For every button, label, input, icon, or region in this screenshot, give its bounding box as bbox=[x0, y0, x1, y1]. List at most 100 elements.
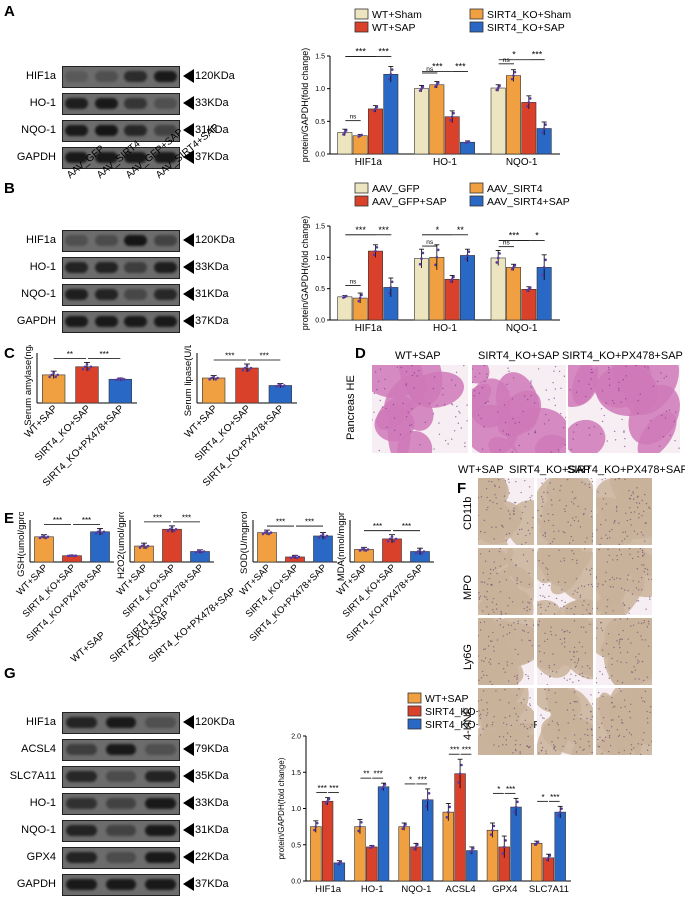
chart-C2-point-0-4 bbox=[216, 376, 219, 380]
western-blot-g: WT+SAP SIRT4_KO+SAP SIRT4_KO+PX478+SAP HIF1… bbox=[0, 586, 280, 902]
chart-B-ytick-label-3: 1.5 bbox=[315, 224, 325, 231]
chart-A-legend-swatch-2 bbox=[354, 21, 369, 33]
chart-G-bar-5-2 bbox=[554, 811, 566, 882]
blot-a-band-3-3 bbox=[153, 152, 177, 163]
blot-g-kda-2: 35KDa bbox=[183, 769, 229, 783]
chart-A-point-2-2-2 bbox=[528, 97, 532, 100]
chart-G-sig-label-0-0: *** bbox=[318, 784, 327, 793]
chart-E2-point-0-0 bbox=[138, 546, 142, 549]
histology-f-row-label-2: Ly6G bbox=[462, 644, 474, 670]
panel-label-b: B bbox=[4, 180, 15, 197]
chart-E3-point-2-4 bbox=[325, 534, 329, 538]
chart-E1-point-0-0 bbox=[38, 536, 42, 540]
blot-a-band-2-2 bbox=[124, 125, 148, 136]
chart-B-ylabel: protein/GAPDH(fold change) bbox=[300, 216, 310, 331]
chart-C2-point-2-0 bbox=[275, 385, 278, 388]
blot-g-row-label-5: GPX4 bbox=[26, 851, 56, 863]
chart-C1-point-1-0 bbox=[81, 367, 85, 371]
chart-G-point-5-2-1 bbox=[558, 810, 562, 814]
blot-a-blot-strip-0 bbox=[62, 66, 180, 88]
blot-g-blot-strip-6 bbox=[62, 874, 180, 896]
histology-f-row-label-0: CD11b bbox=[462, 496, 474, 530]
blot-b-band-2-1 bbox=[94, 289, 118, 300]
chart-G-point-0-0-2 bbox=[315, 821, 319, 825]
chart-A-point-1-1-0 bbox=[434, 85, 437, 89]
blot-b-blot-strip-3 bbox=[62, 311, 180, 333]
chart-G-bar-1-2 bbox=[377, 786, 390, 882]
chart-E1-point-1-3 bbox=[72, 554, 76, 558]
blot-g-kda-0: 120KDa bbox=[183, 715, 235, 729]
chart-B-point-2-3-2 bbox=[544, 258, 547, 262]
chart-E4-sig-label-1: *** bbox=[402, 522, 411, 531]
chart-A-point-0-2-2 bbox=[375, 105, 379, 109]
chart-C2-point-2-4 bbox=[283, 384, 286, 387]
blot-g-band-1-2 bbox=[144, 744, 176, 755]
chart-A-sig-label-0: ns bbox=[350, 114, 358, 121]
chart-E4-point-2-3 bbox=[420, 552, 424, 555]
blot-a-band-1-0 bbox=[65, 98, 89, 109]
chart-B-point-0-1-0 bbox=[357, 299, 361, 303]
chart-E1-point-1-1 bbox=[68, 554, 72, 557]
chart-B-point-1-0-0 bbox=[418, 262, 422, 266]
chart-A-bar-1-3 bbox=[460, 141, 475, 155]
chart-C1-point-1-1 bbox=[83, 365, 87, 369]
chart-E3-point-1-3 bbox=[295, 556, 299, 560]
western-blot-b: AAV_GFP AAV_SIRT4 AAV_GFP+SAP AAV_SIRT4+SAP… bbox=[0, 122, 280, 338]
blot-g-row-label-1: ACSL4 bbox=[21, 743, 56, 755]
chart-G-category-label-2: NQO-1 bbox=[401, 884, 431, 895]
chart-G-sig-label-5-0: * bbox=[541, 793, 544, 802]
chart-A-point-2-3-1 bbox=[542, 127, 546, 130]
blot-g-band-2-0 bbox=[66, 771, 97, 782]
chart-E2-point-1-2 bbox=[170, 526, 174, 529]
chart-A-point-1-0-2 bbox=[421, 85, 425, 89]
chart-A-sig-label-7: * bbox=[512, 50, 516, 60]
blot-b-band-1-2 bbox=[124, 262, 148, 273]
chart-G-bar-4-0 bbox=[486, 829, 499, 882]
chart-B-category-label-0: HIF1a bbox=[355, 323, 383, 334]
chart-G-category-label-5: SLC7A11 bbox=[529, 884, 569, 895]
chart-E2-sig-label-0: *** bbox=[153, 513, 162, 522]
blot-b-row-label-3: GAPDH bbox=[16, 315, 56, 327]
chart-b-protein-expression: AAV_GFP AAV_SIRT4 AAV_GFP+SAP AAV_SIRT4+SAP… bbox=[300, 182, 570, 334]
chart-G-point-4-0-1 bbox=[491, 828, 494, 832]
blot-a-band-3-0 bbox=[65, 152, 89, 163]
chart-G-point-1-0-1 bbox=[358, 825, 362, 828]
blot-g-band-0-1 bbox=[105, 717, 137, 728]
chart-E1-bar-2 bbox=[90, 531, 110, 563]
chart-A-legend-label-1: SIRT4_KO+Sham bbox=[487, 9, 571, 21]
blot-a-row-label-2: NQO-1 bbox=[21, 124, 56, 136]
blot-g-band-1-0 bbox=[66, 744, 97, 755]
chart-A-ytick-label-3: 1.5 bbox=[315, 54, 325, 61]
chart-C1-point-2-3 bbox=[121, 378, 124, 382]
blot-g-band-3-1 bbox=[105, 798, 137, 809]
blot-b-kda-1: 33KDa bbox=[183, 260, 229, 274]
chart-B-legend-swatch-3 bbox=[469, 195, 484, 207]
chart-A-point-1-0-0 bbox=[418, 89, 422, 92]
blot-a-band-0-1 bbox=[94, 71, 118, 82]
chart-B-point-0-3-1 bbox=[389, 286, 393, 289]
chart-G-ylabel: protein/GAPDH(fold change) bbox=[277, 757, 286, 859]
blot-a-band-0-3 bbox=[153, 71, 177, 82]
chart-A-point-0-3-2 bbox=[390, 68, 394, 71]
chart-G-ytick-label-4: 2.0 bbox=[291, 734, 301, 741]
chart-E2-point-2-1 bbox=[196, 550, 200, 553]
chart-A-point-2-0-0 bbox=[495, 88, 499, 92]
chart-E1-point-2-2 bbox=[98, 528, 102, 532]
chart-E2-point-0-1 bbox=[140, 544, 144, 548]
chart-E1-point-2-1 bbox=[96, 530, 100, 534]
histology-f-image-0-0 bbox=[478, 478, 534, 545]
chart-C2-point-0-1 bbox=[210, 376, 213, 380]
chart-e-gsh: GSH(umol/gprot)WT+SAPSIRT4_KO+SAPSIRT4_K… bbox=[15, 512, 114, 644]
blot-a-row-label-1: HO-1 bbox=[29, 97, 56, 109]
chart-G-point-2-1-1 bbox=[414, 845, 418, 849]
chart-G-point-2-2-1 bbox=[426, 798, 429, 802]
chart-G-bar-3-0 bbox=[442, 811, 454, 882]
panel-label-f: F bbox=[457, 480, 467, 497]
chart-G-bar-0-2 bbox=[333, 862, 346, 882]
chart-G-point-3-2-2 bbox=[471, 847, 475, 850]
chart-G-point-1-0-2 bbox=[360, 820, 363, 824]
chart-G-sig-label-3-0: *** bbox=[450, 746, 459, 755]
chart-E2-point-1-3 bbox=[172, 529, 176, 533]
blot-g-row-label-3: HO-1 bbox=[29, 797, 56, 809]
chart-C1-sig-label-1: *** bbox=[99, 350, 108, 359]
